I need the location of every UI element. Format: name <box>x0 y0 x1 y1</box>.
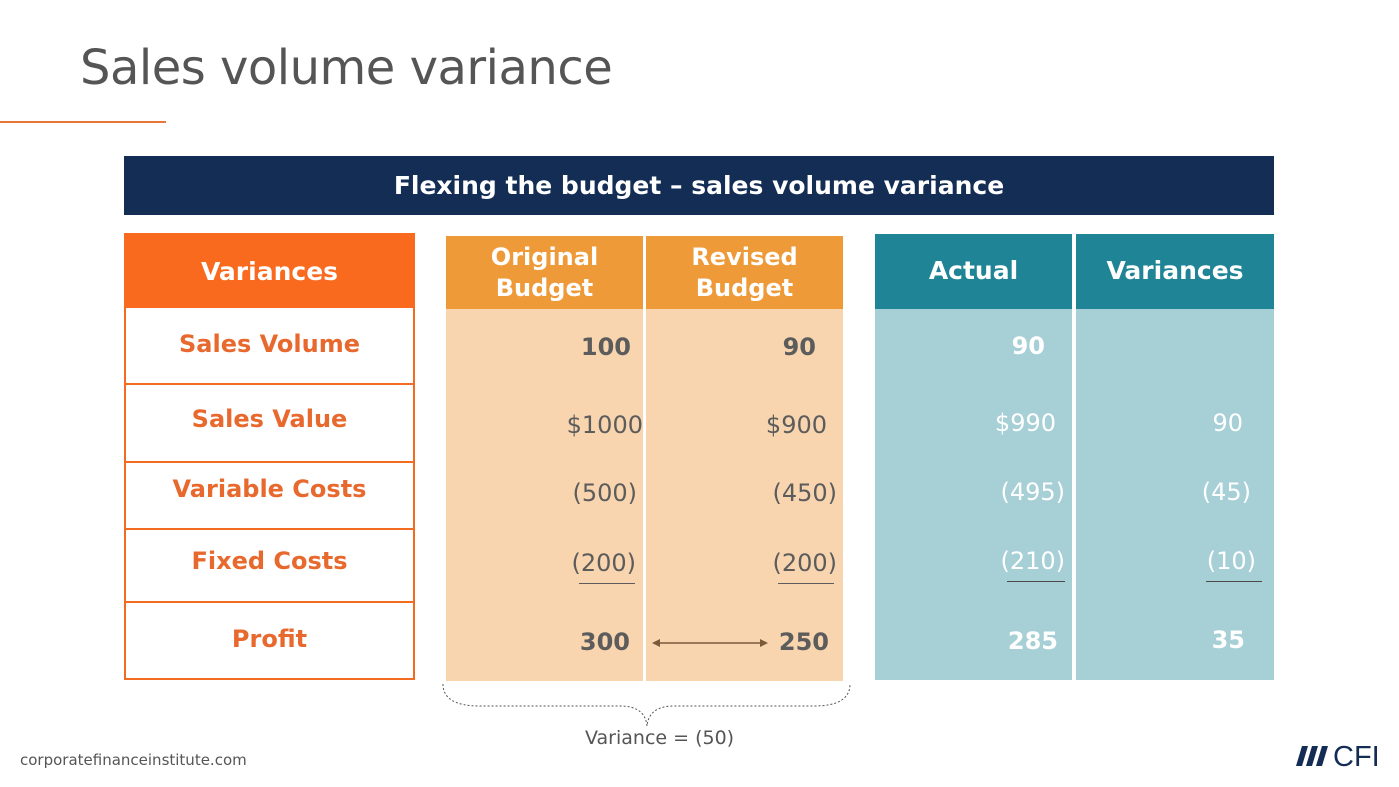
original-budget-header-line2: Budget <box>495 274 594 302</box>
original-sales-value: $1000 <box>566 411 643 439</box>
cfi-logo-text: CFI <box>1333 741 1380 772</box>
row-label-sales-volume: Sales Volume <box>179 330 360 358</box>
row-divider <box>124 383 415 385</box>
variances-header: Variances <box>1076 234 1274 309</box>
brace-icon <box>442 683 851 727</box>
row-divider <box>124 461 415 463</box>
double-arrow-icon <box>652 639 768 647</box>
original-budget-header: Original Budget <box>446 236 643 309</box>
variance-fixed-costs: (10) <box>1206 547 1256 575</box>
revised-sales-volume: 90 <box>782 333 816 361</box>
variance-subtotal-underline <box>1206 581 1262 582</box>
actual-sales-volume: 90 <box>1011 332 1045 360</box>
actual-fixed-costs: (210) <box>1000 547 1065 575</box>
variance-note: Variance = (50) <box>585 727 735 749</box>
original-fixed-costs: (200) <box>571 549 636 577</box>
revised-sales-value: $900 <box>765 411 827 439</box>
revised-fixed-costs: (200) <box>772 549 837 577</box>
row-label-fixed-costs: Fixed Costs <box>191 547 348 575</box>
original-budget-column <box>446 236 643 681</box>
title-underline <box>0 121 166 123</box>
original-subtotal-underline <box>579 583 635 584</box>
actual-subtotal-underline <box>1007 581 1065 582</box>
actual-variable-costs: (495) <box>1000 478 1065 506</box>
variance-sales-value: 90 <box>1212 409 1243 437</box>
revised-variable-costs: (450) <box>772 479 837 507</box>
original-profit: 300 <box>579 628 630 656</box>
original-sales-volume: 100 <box>580 333 631 361</box>
variance-profit: 35 <box>1211 626 1245 654</box>
row-label-variable-costs: Variable Costs <box>172 475 367 503</box>
table-banner: Flexing the budget – sales volume varian… <box>124 156 1274 215</box>
variance-variable-costs: (45) <box>1201 478 1251 506</box>
revised-budget-header-line2: Budget <box>695 274 794 302</box>
revised-profit: 250 <box>778 628 829 656</box>
row-label-sales-value: Sales Value <box>191 405 348 433</box>
actual-profit: 285 <box>1007 627 1058 655</box>
variance-label-header: Variances <box>124 233 415 308</box>
row-label-profit: Profit <box>231 625 308 653</box>
row-divider <box>124 528 415 530</box>
cfi-logo: CFI <box>1296 741 1380 772</box>
row-divider <box>124 601 415 603</box>
actual-sales-value: $990 <box>994 409 1056 437</box>
revised-subtotal-underline <box>778 583 834 584</box>
revised-budget-header: Revised Budget <box>646 236 843 309</box>
footer-url: corporatefinanceinstitute.com <box>20 751 247 769</box>
original-budget-header-line1: Original <box>490 243 599 271</box>
actual-header: Actual <box>875 234 1072 309</box>
revised-budget-header-line1: Revised <box>691 243 798 271</box>
revised-budget-column <box>646 236 843 681</box>
original-variable-costs: (500) <box>572 479 637 507</box>
page-title: Sales volume variance <box>80 40 613 96</box>
